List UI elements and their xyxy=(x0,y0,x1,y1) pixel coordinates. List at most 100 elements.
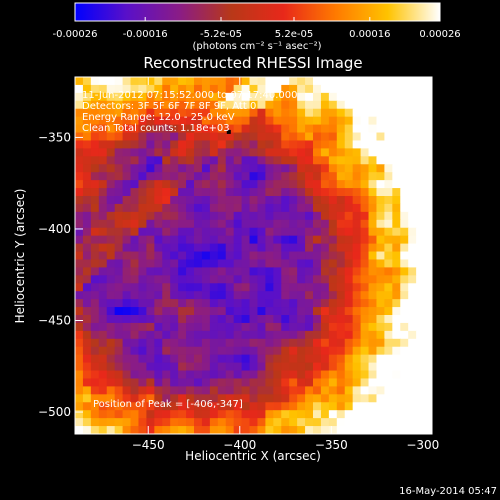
heatmap-cell xyxy=(376,402,385,411)
heatmap-cell xyxy=(217,291,227,300)
heatmap-cell xyxy=(352,164,362,173)
heatmap-cell xyxy=(265,100,274,110)
heatmap-cell xyxy=(305,235,314,245)
heatmap-cell xyxy=(289,100,298,110)
heatmap-cell xyxy=(273,410,282,419)
heatmap-cell xyxy=(297,322,306,332)
heatmap-cell xyxy=(424,188,432,197)
heatmap-cell xyxy=(352,362,362,372)
heatmap-cell xyxy=(209,243,219,253)
heatmap-cell xyxy=(424,132,432,142)
heatmap-cell xyxy=(178,156,187,165)
heatmap-cell xyxy=(217,164,227,173)
heatmap-cell xyxy=(122,92,132,102)
heatmap-cell xyxy=(201,84,211,94)
heatmap-cell xyxy=(114,362,124,372)
heatmap-cell xyxy=(225,291,235,300)
heatmap-cell xyxy=(178,219,187,229)
heatmap-cell xyxy=(241,172,251,181)
heatmap-cell xyxy=(98,315,108,324)
heatmap-cell xyxy=(138,386,147,395)
heatmap-cell xyxy=(186,322,195,332)
heatmap-cell xyxy=(82,299,92,308)
heatmap-cell xyxy=(241,291,251,300)
heatmap-cell xyxy=(384,243,393,253)
heatmap-cell xyxy=(265,92,274,102)
info-line: Clean Total counts: 1.18e+03 xyxy=(82,123,230,134)
heatmap-cell xyxy=(233,164,243,173)
heatmap-cell xyxy=(194,116,203,126)
heatmap-cell xyxy=(98,172,108,181)
heatmap-cell xyxy=(400,108,409,118)
heatmap-cell xyxy=(257,108,266,118)
heatmap-cell xyxy=(424,164,432,173)
heatmap-cell xyxy=(313,394,322,403)
heatmap-cell xyxy=(241,330,251,340)
heatmap-cell xyxy=(233,243,243,253)
heatmap-cell xyxy=(194,410,203,419)
heatmap-cell xyxy=(273,77,282,86)
heatmap-cell xyxy=(424,77,432,86)
heatmap-cell xyxy=(217,315,227,324)
heatmap-cell xyxy=(400,338,409,348)
heatmap-cell xyxy=(225,394,235,403)
heatmap-cell xyxy=(217,307,227,316)
heatmap-cell xyxy=(186,251,195,261)
heatmap-cell xyxy=(225,426,235,434)
heatmap-cell xyxy=(257,132,266,142)
heatmap-cell xyxy=(273,394,282,403)
heatmap-cell xyxy=(201,291,211,300)
heatmap-cell xyxy=(273,378,282,387)
heatmap-cell xyxy=(186,211,195,221)
heatmap-cell xyxy=(98,108,108,118)
heatmap-cell xyxy=(289,132,298,142)
heatmap-cell xyxy=(273,426,282,434)
heatmap-cell xyxy=(313,307,322,316)
heatmap-cell xyxy=(90,307,100,316)
heatmap-cell xyxy=(122,307,132,316)
heatmap-cell xyxy=(392,100,401,110)
heatmap-cell xyxy=(82,203,92,213)
heatmap-cell xyxy=(82,235,92,245)
colorbar-ticks: -0.00026 -0.00016 -5.2e-05 5.2e-05 0.00016 0.… xyxy=(53,17,461,40)
heatmap-cell xyxy=(162,164,171,173)
heatmap-cell xyxy=(416,180,425,189)
heatmap-cell xyxy=(225,259,235,268)
heatmap-cell xyxy=(257,172,266,181)
heatmap-cell xyxy=(392,172,401,181)
heatmap-cell xyxy=(360,299,370,308)
heatmap-cell xyxy=(416,346,425,356)
heatmap-cell xyxy=(241,354,251,364)
heatmap-cell xyxy=(82,251,92,261)
heatmap-cell xyxy=(273,132,282,142)
heatmap-cell xyxy=(146,92,155,102)
heatmap-cell xyxy=(416,84,425,94)
heatmap-cell xyxy=(90,410,100,419)
heatmap-cell xyxy=(344,386,354,395)
heatmap-cell xyxy=(289,172,298,181)
heatmap-cell xyxy=(265,140,274,149)
heatmap-cell xyxy=(209,426,219,434)
heatmap-cell xyxy=(225,315,235,324)
heatmap-cell xyxy=(328,362,338,372)
heatmap-cell xyxy=(320,251,330,261)
heatmap-cell xyxy=(201,315,211,324)
heatmap-cell xyxy=(186,243,195,253)
heatmap-cell xyxy=(201,370,211,380)
heatmap-cell xyxy=(297,378,306,387)
heatmap-cell xyxy=(424,338,432,348)
heatmap-cell xyxy=(225,227,235,237)
heatmap-cell xyxy=(328,156,338,165)
heatmap-cell xyxy=(424,299,432,308)
heatmap-cell xyxy=(75,394,84,403)
heatmap-cell xyxy=(400,132,409,142)
heatmap-cell xyxy=(194,386,203,395)
heatmap-cell xyxy=(328,283,338,292)
heatmap-cell xyxy=(233,100,243,110)
heatmap-cell xyxy=(146,156,155,165)
heatmap-cell xyxy=(233,307,243,316)
heatmap-cell xyxy=(344,394,354,403)
heatmap-cell xyxy=(424,148,432,157)
heatmap-cell xyxy=(281,283,290,292)
heatmap-cell xyxy=(424,418,432,427)
